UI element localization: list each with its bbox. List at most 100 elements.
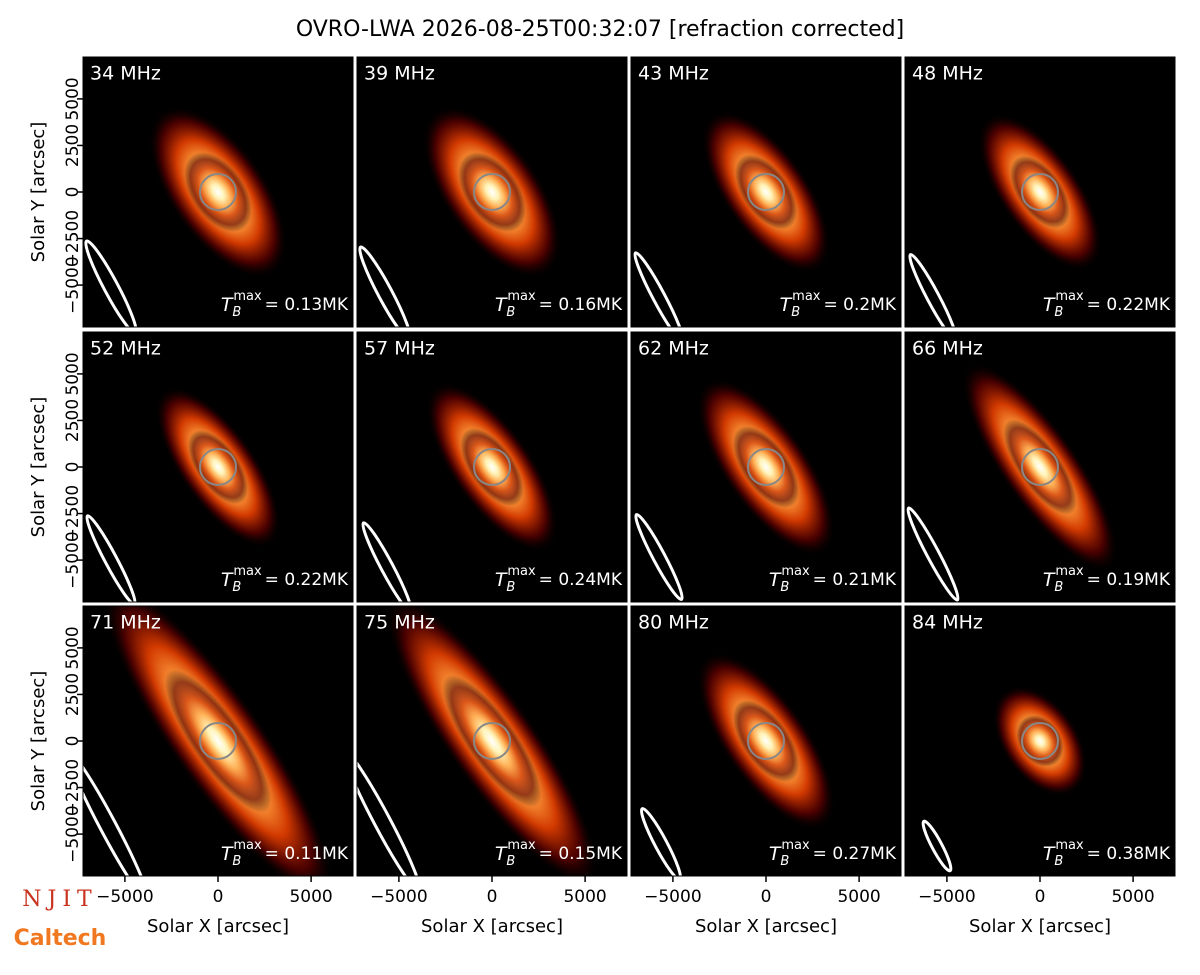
annotation-symbol: T [221, 294, 234, 316]
y-tick-label: −2500 [63, 759, 83, 817]
image-layer [921, 685, 1088, 873]
beam [83, 749, 151, 876]
annotation: TBmax = 0.15MK [495, 838, 623, 869]
annotation: TBmax = 0.27MK [769, 838, 897, 869]
emission-core [442, 675, 542, 807]
annotation: TBmax = 0.21MK [769, 564, 897, 595]
annotation: TBmax = 0.19MK [1043, 564, 1171, 595]
emission-core [1003, 419, 1077, 515]
annotation-text: = 0.22MK [265, 570, 349, 590]
y-tick-label: 5000 [63, 626, 83, 669]
annotation-sup: max [233, 289, 262, 304]
panel-frame [630, 56, 902, 328]
emission-core [458, 152, 526, 232]
x-axis-label: Solar X [arcsec] [969, 916, 1111, 937]
solar-disk [747, 722, 785, 760]
annotation-symbol: T [495, 569, 508, 591]
annotation-text: = 0.16MK [539, 295, 623, 315]
solar-disk [473, 448, 511, 486]
annotation-sup: max [507, 564, 536, 579]
annotation-sub: B [232, 580, 241, 595]
y-tick-label: 5000 [63, 77, 83, 120]
annotation-sup: max [781, 564, 810, 579]
x-tick-label: −5000 [644, 887, 702, 907]
solar-disk [1021, 722, 1059, 760]
panel-frame [356, 56, 628, 328]
image-layer [634, 377, 836, 601]
y-tick-label: 2500 [63, 399, 83, 442]
annotation-sub: B [1054, 580, 1063, 595]
logo-caltech: Caltech [14, 926, 107, 951]
beam [358, 245, 412, 327]
annotation-text: = 0.15MK [539, 844, 623, 864]
annotation-symbol: T [1043, 843, 1056, 865]
x-tick-label: 5000 [289, 887, 332, 907]
annotation-text: = 0.11MK [265, 844, 349, 864]
annotation-text: = 0.22MK [1087, 295, 1171, 315]
panel-frame [630, 331, 902, 603]
x-tick-label: 0 [1035, 887, 1046, 907]
y-tick-label: −2500 [63, 485, 83, 543]
annotation-symbol: T [221, 569, 234, 591]
panel-label: 66 MHz [912, 338, 983, 360]
x-tick-label: 5000 [563, 887, 606, 907]
panel-label: 43 MHz [638, 63, 709, 85]
x-axis-label: Solar X [arcsec] [695, 916, 837, 937]
annotation-sup: max [1055, 564, 1084, 579]
beam [361, 521, 413, 602]
image-layer [908, 113, 1103, 327]
annotation: TBmax = 0.24MK [495, 564, 623, 595]
annotation: TBmax = 0.13MK [221, 289, 349, 320]
annotation-sup: max [1055, 289, 1084, 304]
annotation-sup: max [507, 838, 536, 853]
y-tick-label: 2500 [63, 124, 83, 167]
emission-core [732, 700, 800, 782]
annotation-sup: max [507, 289, 536, 304]
panel-label: 71 MHz [90, 612, 161, 634]
annotation-sup: max [233, 838, 262, 853]
beam [357, 748, 422, 876]
solar-disk [747, 173, 785, 211]
annotation-sub: B [780, 854, 789, 869]
annotation-symbol: T [769, 843, 782, 865]
y-tick-label: 2500 [63, 673, 83, 716]
annotation-text: = 0.13MK [265, 295, 349, 315]
panel-label: 62 MHz [638, 338, 709, 360]
annotation-sup: max [781, 838, 810, 853]
x-tick-label: 0 [487, 887, 498, 907]
annotation-sub: B [232, 305, 241, 320]
solar-disk [1021, 448, 1059, 486]
x-tick-label: 5000 [1111, 887, 1154, 907]
emission-core [164, 669, 272, 813]
panel-label: 48 MHz [912, 63, 983, 85]
panel-label: 39 MHz [364, 63, 435, 85]
beam [634, 513, 684, 601]
solar-disk [473, 173, 511, 211]
annotation-sub: B [1054, 854, 1063, 869]
panel-label: 57 MHz [364, 338, 435, 360]
annotation-sub: B [780, 580, 789, 595]
image-layer [357, 606, 599, 876]
image-layer [358, 105, 562, 327]
emission-core [735, 154, 797, 230]
emission-core [188, 429, 248, 505]
annotation-text: = 0.27MK [813, 844, 897, 864]
annotation: TBmax = 0.2MK [780, 289, 897, 320]
solar-disk [473, 722, 511, 760]
panel-label: 34 MHz [90, 63, 161, 85]
annotation: TBmax = 0.38MK [1043, 838, 1171, 869]
annotation: TBmax = 0.22MK [1043, 289, 1171, 320]
annotation-sub: B [506, 580, 515, 595]
annotation: TBmax = 0.11MK [221, 838, 349, 869]
y-tick-label: 0 [63, 462, 83, 473]
panel-label: 75 MHz [364, 612, 435, 634]
solar-disk [747, 448, 785, 486]
y-axis-label: Solar Y [arcsec] [28, 397, 49, 538]
beam [639, 807, 683, 876]
x-tick-label: −5000 [918, 887, 976, 907]
x-tick-label: 5000 [837, 887, 880, 907]
x-tick-label: 0 [213, 887, 224, 907]
panel-frame [356, 331, 628, 603]
annotation: TBmax = 0.22MK [221, 564, 349, 595]
